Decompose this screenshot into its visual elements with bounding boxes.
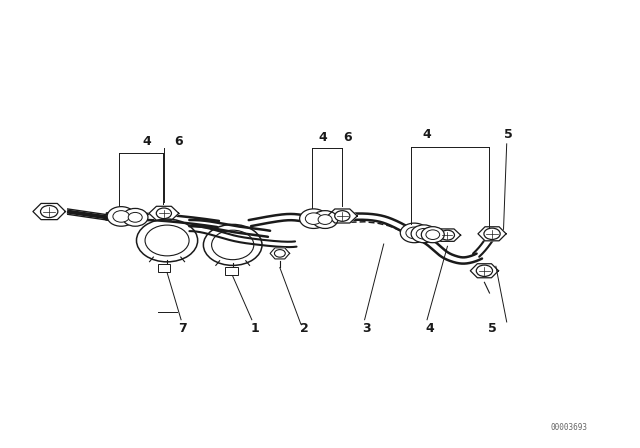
Circle shape	[484, 228, 500, 240]
Circle shape	[421, 227, 444, 243]
Bar	[225, 267, 238, 275]
Text: 7: 7	[179, 322, 188, 335]
Circle shape	[275, 250, 285, 257]
Text: 4: 4	[142, 135, 151, 148]
Text: 5: 5	[488, 322, 497, 335]
Circle shape	[318, 215, 332, 224]
Circle shape	[400, 223, 428, 243]
Circle shape	[476, 265, 493, 276]
Bar	[157, 263, 170, 271]
Text: 1: 1	[251, 322, 259, 335]
Polygon shape	[328, 209, 357, 223]
Circle shape	[411, 225, 436, 243]
Circle shape	[426, 230, 440, 240]
Polygon shape	[478, 227, 506, 241]
Circle shape	[107, 207, 135, 226]
Polygon shape	[435, 229, 461, 241]
Polygon shape	[270, 248, 290, 259]
Circle shape	[156, 208, 172, 219]
Circle shape	[305, 213, 322, 224]
Text: 6: 6	[174, 135, 183, 148]
Text: 6: 6	[343, 131, 352, 144]
Circle shape	[440, 230, 454, 240]
Circle shape	[122, 208, 148, 226]
Text: 3: 3	[362, 322, 371, 335]
Polygon shape	[149, 206, 179, 220]
Text: 5: 5	[504, 129, 513, 142]
Polygon shape	[470, 264, 499, 278]
Circle shape	[312, 211, 338, 228]
Polygon shape	[33, 203, 65, 220]
Text: 00003693: 00003693	[550, 423, 587, 432]
Text: 2: 2	[300, 322, 308, 335]
Text: 4: 4	[319, 131, 328, 144]
Circle shape	[300, 209, 328, 228]
Text: 4: 4	[425, 322, 434, 335]
Circle shape	[416, 228, 431, 239]
Circle shape	[406, 227, 423, 239]
Circle shape	[335, 211, 350, 221]
Circle shape	[128, 212, 142, 222]
Text: 4: 4	[422, 129, 431, 142]
Circle shape	[113, 211, 129, 222]
Circle shape	[40, 206, 58, 218]
